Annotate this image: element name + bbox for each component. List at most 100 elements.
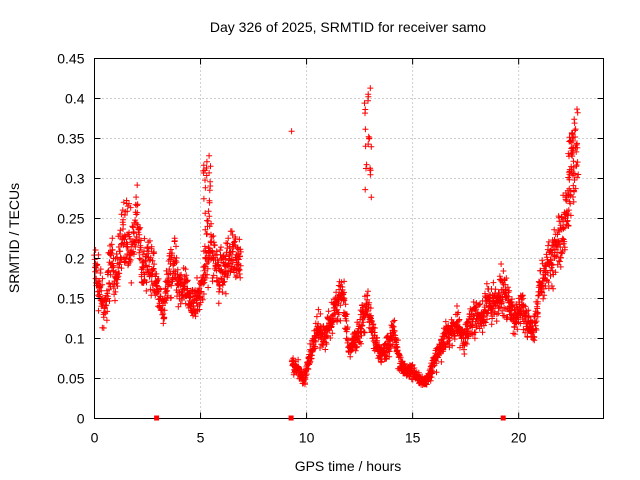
data-point	[205, 218, 211, 224]
y-tick-label: 0.3	[65, 171, 85, 187]
data-point	[433, 369, 440, 376]
data-point	[219, 282, 226, 288]
data-point	[368, 312, 374, 319]
data-point	[151, 249, 157, 255]
data-point	[237, 262, 244, 269]
data-point	[206, 199, 213, 206]
data-point	[390, 323, 397, 330]
data-point	[430, 363, 437, 370]
data-point	[106, 280, 113, 286]
data-point	[109, 246, 116, 253]
data-point	[445, 334, 452, 341]
data-point	[202, 210, 209, 217]
data-point	[206, 169, 213, 176]
data-point	[114, 276, 121, 283]
data-point	[493, 318, 500, 325]
data-point	[162, 300, 169, 306]
data-point	[149, 257, 156, 264]
y-tick-label: 0.15	[57, 291, 84, 307]
data-point	[566, 191, 573, 198]
x-tick-label: 15	[405, 430, 421, 446]
data-point	[570, 194, 576, 200]
data-point	[362, 106, 369, 113]
x-tick-label: 20	[511, 430, 527, 446]
data-point	[566, 171, 573, 178]
data-point	[476, 301, 483, 308]
data-point	[144, 244, 151, 251]
data-point	[288, 128, 295, 135]
data-point	[415, 369, 422, 376]
data-point	[137, 224, 144, 231]
data-point	[237, 274, 244, 281]
data-point	[561, 244, 568, 251]
data-point	[164, 287, 171, 294]
y-tick-label: 0.45	[57, 51, 84, 67]
data-point	[161, 307, 168, 314]
data-point	[556, 218, 563, 225]
data-point	[557, 254, 564, 261]
data-point	[428, 374, 435, 381]
data-point	[495, 310, 502, 317]
data-point	[121, 259, 128, 266]
data-point	[199, 296, 206, 303]
data-point	[197, 289, 204, 296]
data-point	[184, 285, 191, 292]
data-point	[493, 311, 500, 318]
data-point	[312, 338, 319, 345]
data-point	[161, 315, 168, 322]
data-point	[508, 303, 515, 309]
data-point	[232, 274, 239, 281]
data-point	[363, 161, 370, 168]
data-point	[166, 266, 173, 273]
data-point	[224, 272, 231, 279]
data-point	[397, 354, 404, 361]
data-point	[429, 368, 436, 375]
data-point	[204, 223, 211, 230]
y-tick-label: 0.25	[57, 211, 84, 227]
data-point	[237, 248, 244, 255]
data-point	[513, 301, 520, 308]
data-gap-marker	[500, 415, 506, 421]
data-point	[112, 297, 118, 304]
data-point	[342, 301, 349, 308]
data-point	[341, 297, 348, 304]
data-point	[203, 158, 210, 165]
data-point	[500, 299, 506, 305]
data-point	[127, 235, 134, 242]
data-point	[574, 144, 581, 151]
data-point	[163, 288, 170, 295]
data-point	[222, 253, 229, 260]
data-point	[565, 223, 572, 229]
data-point	[374, 337, 381, 344]
data-point	[200, 162, 207, 169]
y-tick-label: 0.4	[65, 91, 85, 107]
data-point	[127, 257, 134, 263]
data-point	[525, 307, 532, 314]
data-point	[533, 327, 540, 333]
data-point	[479, 329, 486, 336]
data-point	[536, 292, 542, 299]
data-point	[228, 228, 235, 235]
data-point	[571, 177, 578, 183]
data-point	[409, 376, 416, 383]
data-point	[307, 340, 314, 347]
data-point	[202, 226, 209, 233]
data-point	[333, 289, 340, 296]
data-point	[141, 235, 148, 242]
data-point	[566, 176, 573, 183]
data-point	[148, 243, 155, 250]
data-point	[117, 248, 124, 255]
data-point	[433, 360, 440, 367]
data-point	[484, 316, 490, 323]
data-point	[122, 254, 129, 261]
plot-frame	[94, 58, 604, 419]
data-point	[99, 281, 106, 288]
data-point	[394, 337, 401, 344]
data-point	[127, 204, 134, 211]
data-point	[465, 327, 472, 334]
data-point	[234, 261, 241, 268]
data-point	[575, 171, 582, 178]
data-point	[360, 319, 367, 326]
data-point	[112, 288, 119, 295]
data-point	[206, 152, 213, 159]
